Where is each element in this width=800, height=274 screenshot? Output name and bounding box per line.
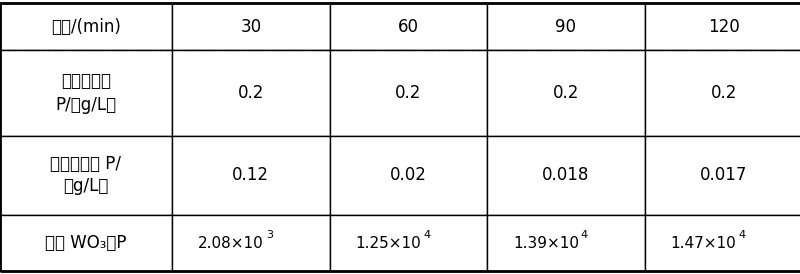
Bar bbox=[330, 3, 487, 50]
Text: 0.018: 0.018 bbox=[542, 166, 590, 184]
Text: 0.2: 0.2 bbox=[710, 84, 737, 102]
Text: 30: 30 bbox=[240, 18, 262, 36]
Text: 剩余磷浓度 P/: 剩余磷浓度 P/ bbox=[50, 155, 122, 173]
Text: 1.47×10: 1.47×10 bbox=[670, 236, 737, 251]
Bar bbox=[487, 215, 645, 271]
Text: P/（g/L）: P/（g/L） bbox=[55, 96, 117, 114]
Bar bbox=[330, 136, 487, 215]
Text: 1.39×10: 1.39×10 bbox=[513, 236, 579, 251]
Bar bbox=[172, 3, 330, 50]
Text: 时间/(min): 时间/(min) bbox=[51, 18, 121, 36]
Text: 4: 4 bbox=[738, 230, 746, 241]
Text: 0.12: 0.12 bbox=[232, 166, 270, 184]
Bar bbox=[0, 3, 172, 50]
Bar bbox=[0, 215, 172, 271]
Bar bbox=[0, 50, 172, 136]
Bar bbox=[172, 50, 330, 136]
Bar bbox=[172, 136, 330, 215]
Bar bbox=[487, 3, 645, 50]
Text: 2.08×10: 2.08×10 bbox=[198, 236, 264, 251]
Text: 4: 4 bbox=[423, 230, 430, 241]
Text: 0.2: 0.2 bbox=[553, 84, 579, 102]
Text: 90: 90 bbox=[555, 18, 577, 36]
Text: 0.2: 0.2 bbox=[395, 84, 422, 102]
Bar bbox=[645, 215, 800, 271]
Text: 120: 120 bbox=[708, 18, 739, 36]
Text: （g/L）: （g/L） bbox=[63, 177, 109, 195]
Text: 最终 WO₃：P: 最终 WO₃：P bbox=[46, 234, 126, 252]
Bar bbox=[487, 50, 645, 136]
Bar bbox=[645, 50, 800, 136]
Bar bbox=[645, 136, 800, 215]
Bar bbox=[330, 50, 487, 136]
Bar bbox=[330, 215, 487, 271]
Bar bbox=[172, 215, 330, 271]
Text: 0.2: 0.2 bbox=[238, 84, 264, 102]
Text: 60: 60 bbox=[398, 18, 419, 36]
Text: 初始磷浓度: 初始磷浓度 bbox=[61, 72, 111, 90]
Text: 0.02: 0.02 bbox=[390, 166, 427, 184]
Bar bbox=[645, 3, 800, 50]
Text: 0.017: 0.017 bbox=[700, 166, 747, 184]
Bar bbox=[487, 136, 645, 215]
Text: 4: 4 bbox=[581, 230, 588, 241]
Text: 1.25×10: 1.25×10 bbox=[355, 236, 422, 251]
Text: 3: 3 bbox=[266, 230, 273, 241]
Bar bbox=[0, 136, 172, 215]
